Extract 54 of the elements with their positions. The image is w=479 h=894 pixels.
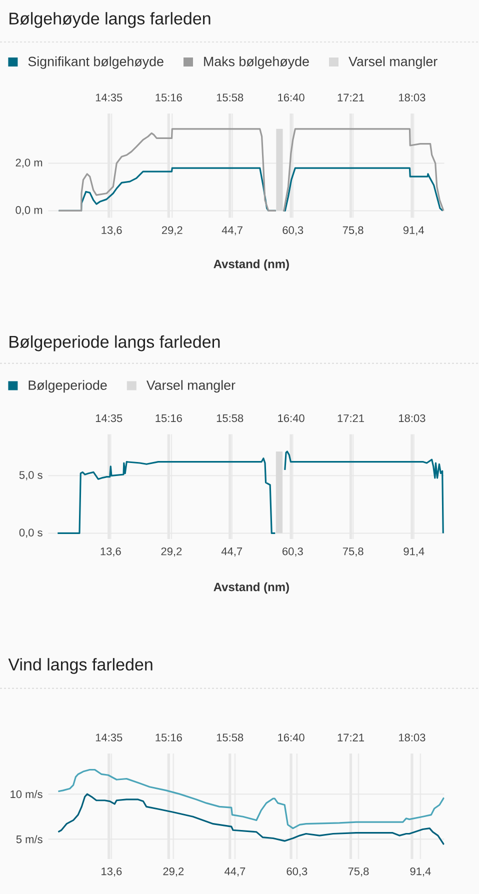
x2-tick-label: 15:58 bbox=[216, 414, 244, 422]
chart-title: Bølgeperiode langs farleden bbox=[10, 335, 220, 352]
x2-tick-label: 16:40 bbox=[278, 414, 304, 422]
x2-tick-label: 15:58 bbox=[216, 94, 244, 102]
x2-tick-label: 15:16 bbox=[156, 414, 182, 422]
y-tick-label: 0,0 s bbox=[19, 528, 42, 538]
legend-label: Bølgeperiode bbox=[28, 380, 107, 393]
x-tick-label: 75,8 bbox=[348, 867, 369, 877]
legend-label: Varsel mangler bbox=[146, 380, 236, 393]
x-tick-label: 29,2 bbox=[161, 547, 182, 557]
x2-tick-label: 14:35 bbox=[96, 94, 122, 102]
y-tick-label: 5,0 s bbox=[19, 471, 42, 480]
y-tick-label: 0,0 m bbox=[16, 206, 42, 216]
x-tick-label: 13,6 bbox=[102, 867, 122, 877]
x2-tick-label: 16:40 bbox=[278, 734, 304, 742]
x2-tick-label: 17:21 bbox=[338, 734, 364, 742]
x-tick-label: 44,7 bbox=[224, 868, 246, 876]
chart-title: Vind langs farleden bbox=[8, 658, 152, 674]
x2-tick-label: 14:35 bbox=[96, 414, 122, 422]
x-tick-label: 60,3 bbox=[286, 867, 308, 877]
x2-tick-label: 18:03 bbox=[399, 414, 426, 422]
x2-tick-label: 18:03 bbox=[399, 94, 426, 102]
x2-tick-label: 15:58 bbox=[216, 734, 244, 742]
line-series bbox=[57, 793, 444, 846]
y-tick-label: 5 m/s bbox=[16, 835, 42, 844]
x2-tick-label: 18:03 bbox=[399, 734, 426, 742]
x-tick-label: 91,4 bbox=[410, 867, 431, 877]
x-axis-title: Avstand (nm) bbox=[214, 259, 289, 271]
x2-tick-label: 14:35 bbox=[96, 734, 122, 742]
x-tick-label: 29,2 bbox=[162, 226, 182, 236]
chart-title: Bølgehøyde langs farleden bbox=[10, 12, 210, 28]
x-tick-label: 29,2 bbox=[163, 867, 184, 877]
x-axis-title: Avstand (nm) bbox=[214, 582, 289, 594]
x-tick-label: 75,8 bbox=[342, 226, 364, 236]
x-tick-label: 60,3 bbox=[282, 547, 303, 557]
x-tick-label: 13,6 bbox=[100, 547, 121, 557]
line-series bbox=[57, 768, 444, 830]
legend-label: Signifikant bølgehøyde bbox=[28, 56, 164, 69]
x-tick-label: 60,3 bbox=[282, 226, 304, 236]
x2-tick-label: 15:16 bbox=[156, 94, 182, 102]
x-tick-label: 13,6 bbox=[102, 226, 122, 236]
legend-label: Varsel mangler bbox=[348, 56, 438, 69]
legend-label: Maks bølgehøyde bbox=[204, 56, 309, 69]
x2-tick-label: 17:21 bbox=[338, 414, 364, 422]
y-tick-label: 10 m/s bbox=[10, 790, 42, 798]
x-tick-label: 91,4 bbox=[403, 226, 424, 236]
x-tick-label: 91,4 bbox=[404, 547, 424, 557]
y-tick-label: 2,0 m bbox=[16, 158, 42, 168]
x2-tick-label: 16:40 bbox=[278, 94, 304, 102]
x2-tick-label: 17:21 bbox=[338, 94, 364, 102]
x2-tick-label: 15:16 bbox=[156, 734, 182, 742]
x-tick-label: 44,7 bbox=[222, 226, 242, 236]
x-tick-label: 75,8 bbox=[342, 547, 364, 557]
x-tick-label: 44,7 bbox=[221, 548, 242, 556]
